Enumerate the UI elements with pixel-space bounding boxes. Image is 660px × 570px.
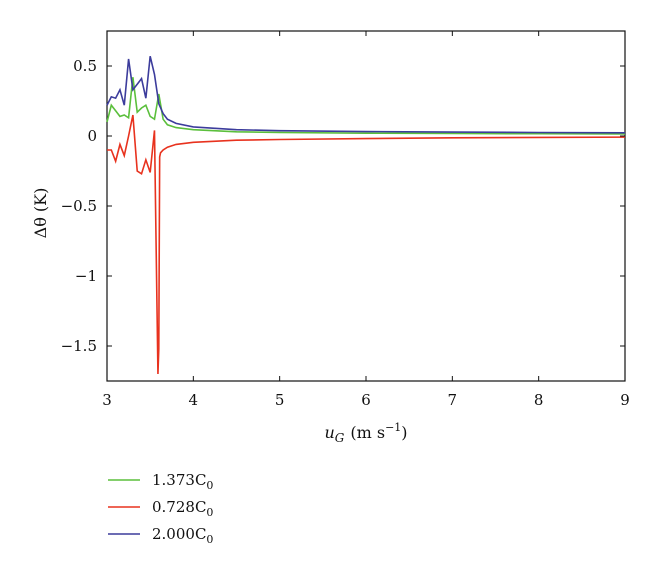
x-tick-label: 6	[361, 391, 371, 409]
x-axis-label-units: (m s	[350, 423, 385, 442]
legend-label-2: 0.728C0	[152, 498, 213, 519]
series-line-1	[106, 77, 626, 135]
x-axis-label: uG (m s−1)	[324, 421, 407, 445]
y-tick-label: −1.5	[61, 337, 97, 355]
x-tick-label: 9	[620, 391, 630, 409]
x-tick-label: 7	[448, 391, 458, 409]
legend-label-1: 1.373C0	[152, 471, 213, 492]
x-axis-label-subscript: G	[335, 431, 345, 445]
x-axis-label-superscript: −1	[385, 421, 401, 434]
y-tick-label: −1	[75, 267, 97, 285]
series-line-2	[107, 114, 626, 375]
plot-frame	[106, 30, 626, 382]
x-tick-label: 3	[102, 391, 112, 409]
x-tick-label: 4	[189, 391, 199, 409]
x-axis-label-base: u	[324, 423, 334, 442]
series-line-3	[106, 56, 626, 134]
series-lines	[106, 56, 626, 375]
legend-label-3: 2.000C0	[152, 525, 213, 546]
axis-ticks	[106, 31, 626, 381]
legend: 1.373C0 0.728C0 2.000C0	[108, 471, 213, 546]
y-tick-label: 0.5	[73, 57, 97, 75]
plot-area	[106, 30, 626, 382]
y-tick-label: 0	[87, 127, 97, 145]
y-tick-label: −0.5	[61, 197, 97, 215]
tick-labels: 3 4 5 6 7 8 9 0.5 0 −0.5 −1 −1.5	[61, 57, 630, 409]
x-axis-label-close: )	[401, 423, 407, 442]
x-tick-label: 8	[534, 391, 544, 409]
x-tick-label: 5	[275, 391, 285, 409]
y-axis-label: Δθ (K)	[31, 188, 50, 239]
